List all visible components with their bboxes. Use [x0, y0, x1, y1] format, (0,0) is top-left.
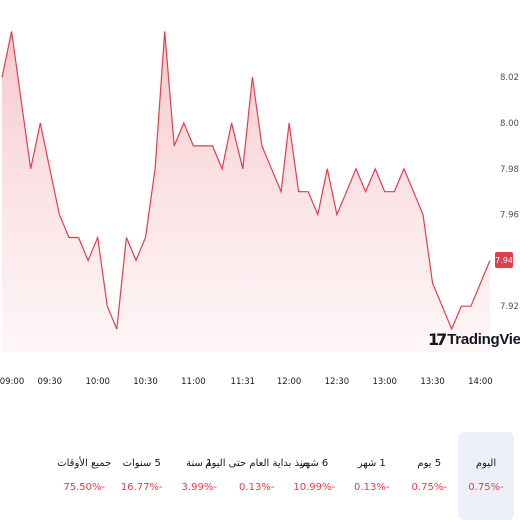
period-change: 0.13%-: [239, 482, 275, 493]
x-tick-label: 12:30: [325, 377, 350, 387]
period-change: 10.99%-: [293, 482, 336, 493]
period-tab[interactable]: منذ بداية العام حتى اليوم 0.13%-: [205, 432, 308, 520]
x-tick-label: 09:30: [38, 377, 63, 387]
price-line-path: [1, 31, 491, 331]
x-tick-label: 13:00: [372, 377, 397, 387]
period-label: 5 سنوات: [122, 458, 161, 469]
period-change: 3.99%-: [181, 482, 217, 493]
period-tab[interactable]: 1 شهر 0.13%-: [343, 432, 401, 520]
price-line: [1, 31, 491, 331]
period-change: 16.77%-: [120, 482, 163, 493]
period-label: 1 شهر: [357, 458, 386, 469]
period-change: 0.75%-: [411, 482, 447, 493]
x-tick-label: 11:00: [181, 377, 206, 387]
period-label: 5 يوم: [417, 458, 442, 469]
period-selector: اليوم 0.75%- 5 يوم 0.75%- 1 شهر 0.13%- 6…: [0, 432, 520, 520]
x-tick-label: 10:30: [133, 377, 158, 387]
price-area: [2, 31, 490, 353]
price-area-fill: [2, 31, 490, 353]
x-tick-label: 13:30: [420, 377, 445, 387]
period-tab[interactable]: 5 يوم 0.75%-: [401, 432, 459, 520]
period-change: 0.75%-: [468, 482, 504, 493]
x-tick-label: 09:00: [0, 377, 24, 387]
period-label: اليوم: [475, 458, 497, 469]
x-tick-label: 10:00: [85, 377, 110, 387]
period-label: منذ بداية العام حتى اليوم: [205, 458, 309, 469]
x-tick-label: 12:00: [277, 377, 302, 387]
period-change: 75.50%-: [63, 482, 106, 493]
x-tick-label: 11:31: [231, 377, 256, 387]
period-label: 1 سنة: [186, 458, 213, 469]
y-tick-label: 7.98: [500, 165, 519, 175]
period-tab[interactable]: 5 سنوات 16.77%-: [113, 432, 171, 520]
tradingview-logo-text: TradingView: [447, 331, 520, 348]
y-tick-label: 8.02: [500, 73, 519, 83]
period-tab[interactable]: اليوم 0.75%-: [458, 432, 514, 520]
period-tab[interactable]: 1 سنة 3.99%-: [171, 432, 229, 520]
price-chart[interactable]: 8.02 8.00 7.98 7.96 7.92 09:00 09:30 10:00 10:3…: [0, 0, 520, 400]
period-label: جميع الأوقات: [57, 458, 112, 469]
period-tab[interactable]: 6 شهر 10.99%-: [286, 432, 344, 520]
tradingview-logo-icon: 17: [428, 329, 447, 349]
x-axis: 09:00 09:30 10:00 10:30 11:00 11:31 12:00 12:30…: [0, 377, 493, 387]
y-tick-label: 7.92: [500, 302, 519, 312]
period-tab[interactable]: جميع الأوقات 75.50%-: [56, 432, 114, 520]
period-label: 6 شهر: [300, 458, 329, 469]
x-tick-label: 14:00: [468, 377, 493, 387]
last-price-badge: 7.94: [495, 252, 513, 268]
y-axis: 8.02 8.00 7.98 7.96 7.92: [500, 73, 519, 312]
period-change: 0.13%-: [354, 482, 390, 493]
y-tick-label: 8.00: [500, 119, 519, 129]
tradingview-logo[interactable]: 17 TradingView: [428, 331, 520, 348]
y-tick-label: 7.96: [500, 211, 519, 221]
